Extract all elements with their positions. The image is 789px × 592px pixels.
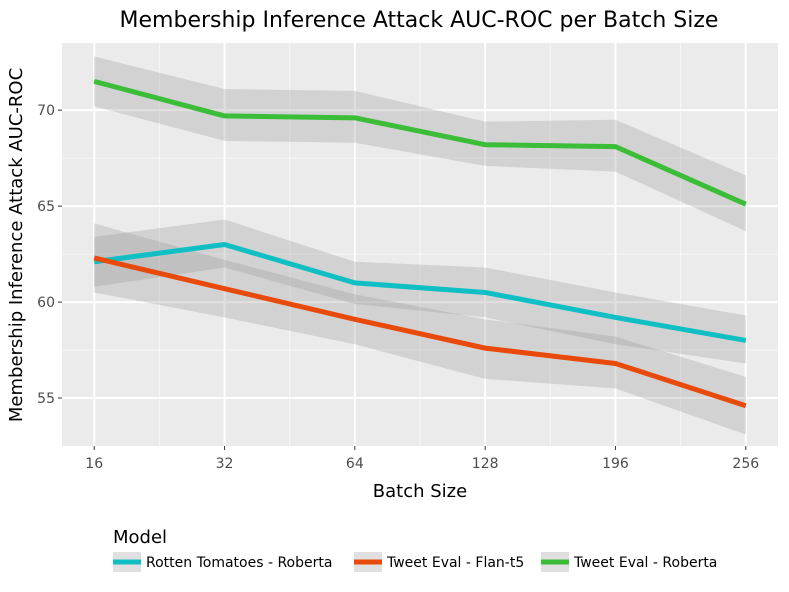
y-axis-ticks: 55 60 65 70 [37,103,62,407]
legend: Model Rotten Tomatoes - Roberta Tweet Eva… [113,527,717,572]
chart-title: Membership Inference Attack AUC-ROC per … [120,8,719,33]
legend-items: Rotten Tomatoes - Roberta Tweet Eval - Fl… [113,552,717,572]
confidence-band [94,56,746,232]
y-tick-label: 70 [37,103,55,119]
series-line [93,242,747,343]
x-tick-label: 256 [732,456,759,472]
x-axis-ticks: 16 32 64 128 196 256 [85,446,759,472]
legend-label: Tweet Eval - Roberta [573,555,717,571]
legend-item: Tweet Eval - Roberta [541,552,717,572]
legend-item: Rotten Tomatoes - Roberta [113,552,332,572]
x-tick-label: 32 [216,456,234,472]
x-tick-label: 16 [85,456,103,472]
legend-title: Model [113,527,167,548]
confidence-band [94,223,746,435]
y-axis-title: Membership Inference Attack AUC-ROC [6,68,27,422]
x-tick-label: 64 [346,456,364,472]
series-line [93,255,747,409]
series-line [93,78,747,207]
y-tick-label: 55 [37,391,55,407]
x-tick-label: 196 [602,456,629,472]
y-tick-label: 60 [37,295,55,311]
x-tick-label: 128 [472,456,499,472]
legend-label: Tweet Eval - Flan-t5 [386,555,524,571]
series-lines [93,78,747,409]
x-axis-title: Batch Size [373,481,467,502]
legend-item: Tweet Eval - Flan-t5 [354,552,524,572]
legend-label: Rotten Tomatoes - Roberta [146,555,332,571]
y-tick-label: 65 [37,199,55,215]
